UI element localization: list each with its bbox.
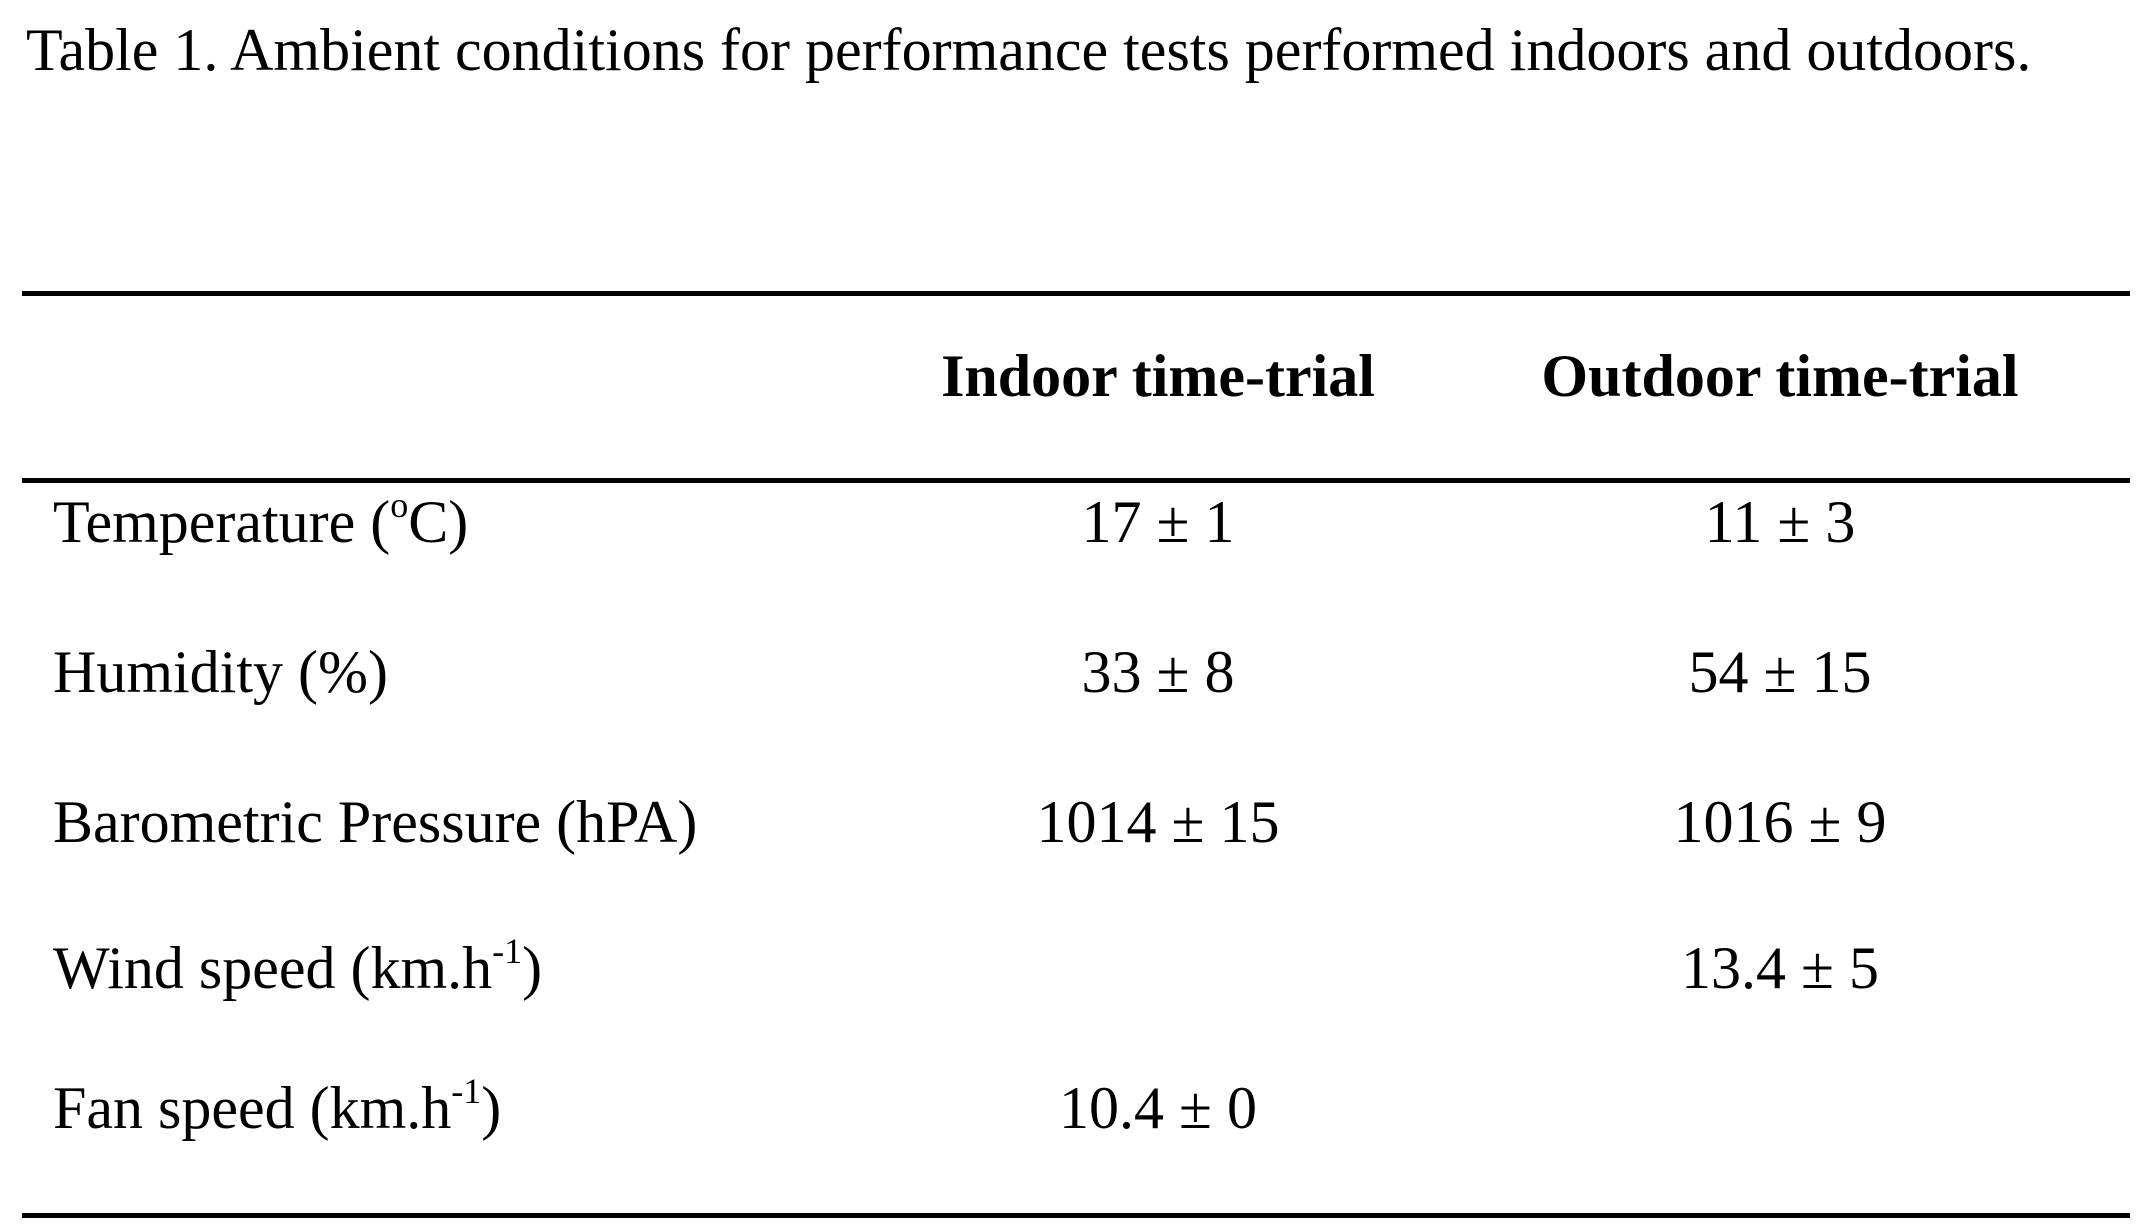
- row-label-text: Fan speed (km.h: [53, 1075, 452, 1141]
- cell-humidity-indoor: 33 ± 8: [1081, 639, 1235, 705]
- row-label-text: ): [481, 1075, 502, 1141]
- row-label-barometric-pressure: Barometric Pressure (hPA): [53, 786, 697, 858]
- row-label-temperature: Temperature (oC): [53, 486, 468, 558]
- table-bottom-rule: [22, 1213, 2130, 1218]
- row-label-superscript: -1: [492, 931, 523, 971]
- cell-fan-speed-indoor: 10.4 ± 0: [1059, 1075, 1257, 1141]
- cell-temperature-indoor: 17 ± 1: [1081, 489, 1235, 555]
- column-header-outdoor: Outdoor time-trial: [1541, 343, 2019, 409]
- cell-pressure-indoor: 1014 ± 15: [1036, 789, 1280, 855]
- row-label-superscript: -1: [451, 1071, 482, 1111]
- row-label-text: Humidity (%): [53, 639, 388, 705]
- row-label-humidity: Humidity (%): [53, 636, 388, 708]
- row-label-text: C): [408, 489, 469, 555]
- table-top-rule: [22, 291, 2130, 296]
- row-label-wind-speed: Wind speed (km.h-1): [53, 932, 542, 1004]
- table-caption: Table 1. Ambient conditions for performa…: [26, 17, 2032, 83]
- cell-pressure-outdoor: 1016 ± 9: [1673, 789, 1887, 855]
- column-header-indoor: Indoor time-trial: [941, 343, 1375, 409]
- row-label-fan-speed: Fan speed (km.h-1): [53, 1072, 501, 1144]
- row-label-text: Temperature (: [53, 489, 391, 555]
- row-label-text: Wind speed (km.h: [53, 935, 493, 1001]
- row-label-superscript: o: [390, 485, 409, 525]
- row-label-text: ): [522, 935, 543, 1001]
- cell-humidity-outdoor: 54 ± 15: [1688, 639, 1872, 705]
- table-header-rule: [22, 478, 2130, 483]
- row-label-text: Barometric Pressure (hPA): [53, 789, 698, 855]
- cell-temperature-outdoor: 11 ± 3: [1704, 489, 1856, 555]
- cell-wind-speed-outdoor: 13.4 ± 5: [1681, 935, 1879, 1001]
